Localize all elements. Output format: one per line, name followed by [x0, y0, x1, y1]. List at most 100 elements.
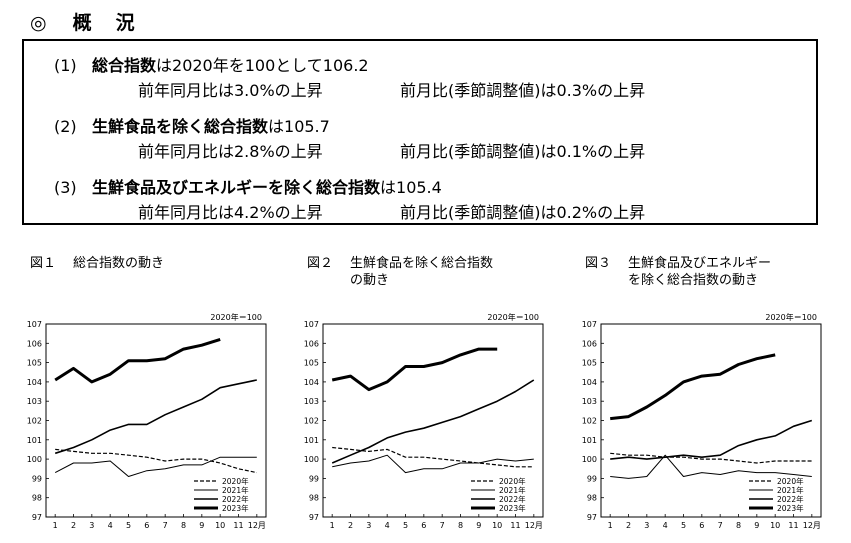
y-tick-label: 104: [27, 378, 42, 387]
x-tick-label: 4: [385, 521, 390, 530]
index-value-text: は2020年を100として106.2: [156, 56, 369, 75]
double-circle-icon: ◎: [30, 12, 47, 34]
x-tick-label: 2: [71, 521, 76, 530]
series-line-2022年: [331, 379, 535, 464]
mom-text: 前月比(季節調整値)は0.2%の上昇: [400, 203, 646, 222]
series-line-2020年: [55, 448, 257, 474]
y-tick-label: 105: [304, 359, 319, 368]
figure-3-title: 図３ 生鮮食品及びエネルギー を除く総合指数の動き: [585, 255, 771, 289]
figure-title-line-1: 生鮮食品及びエネルギー: [628, 256, 772, 271]
legend-label: 2022年: [499, 494, 526, 504]
x-tick-label: 4: [108, 521, 113, 530]
mom-text: 前月比(季節調整値)は0.1%の上昇: [400, 142, 646, 161]
series-line-2023年: [54, 337, 221, 384]
x-tick-label: 12月: [248, 521, 266, 530]
y-tick-label: 98: [32, 494, 42, 503]
y-tick-label: 103: [27, 397, 42, 406]
legend-label: 2023年: [499, 503, 526, 513]
series-line-2023年: [610, 353, 776, 421]
figure-1-title: 図１ 総合指数の動き: [30, 255, 164, 272]
x-tick-label: 1: [53, 521, 58, 530]
series-line-2022年: [54, 379, 257, 455]
y-tick-label: 106: [582, 339, 597, 348]
figure-title-line-2: を除く総合指数の動き: [628, 273, 759, 288]
series-line-2022年: [610, 419, 813, 460]
x-tick-label: 3: [366, 521, 371, 530]
y-tick-label: 107: [304, 320, 319, 329]
y-tick-label: 105: [582, 359, 597, 368]
x-tick-label: 12月: [525, 521, 543, 530]
y-tick-label: 98: [309, 494, 319, 503]
index-value-text: は105.7: [268, 117, 330, 136]
y-tick-label: 101: [304, 436, 319, 445]
series-line-2021年: [54, 456, 257, 477]
legend-label: 2023年: [777, 503, 804, 513]
figure-2-title: 図２ 生鮮食品を除く総合指数 の動き: [307, 255, 493, 289]
x-tick-label: 5: [126, 521, 131, 530]
y-tick-label: 100: [304, 455, 319, 464]
y-tick-label: 107: [582, 320, 597, 329]
legend-label: 2020年: [777, 476, 804, 486]
y-tick-label: 106: [27, 339, 42, 348]
item-number: (2): [54, 117, 77, 136]
y-tick-label: 98: [587, 494, 597, 503]
series-line-2020年: [610, 452, 812, 464]
legend-label: 2022年: [222, 494, 249, 504]
x-tick-label: 11: [788, 521, 798, 530]
series-line-2021年: [610, 454, 812, 479]
x-tick-label: 2: [626, 521, 631, 530]
x-tick-label: 7: [718, 521, 723, 530]
series-line-2021年: [332, 454, 534, 474]
index-name: 総合指数: [92, 56, 157, 75]
y-tick-label: 100: [582, 455, 597, 464]
figure-title-line-1: 生鮮食品を除く総合指数: [350, 256, 494, 271]
x-tick-label: 10: [492, 521, 502, 530]
x-tick-label: 5: [681, 521, 686, 530]
heading-char-2: 況: [115, 12, 135, 34]
page-heading: ◎ 概 況: [30, 8, 135, 35]
y-tick-label: 104: [582, 378, 597, 387]
base-note: 2020年＝100: [487, 312, 539, 322]
x-tick-label: 3: [89, 521, 94, 530]
base-note: 2020年＝100: [765, 312, 817, 322]
x-tick-label: 6: [421, 521, 426, 530]
x-tick-label: 11: [510, 521, 520, 530]
x-tick-label: 1: [608, 521, 613, 530]
base-note: 2020年＝100: [210, 312, 262, 322]
figure-label: 図１: [30, 256, 57, 271]
x-tick-label: 9: [754, 521, 759, 530]
heading-char-1: 概: [72, 12, 92, 34]
y-tick-label: 102: [27, 417, 42, 426]
yoy-text: 前年同月比は2.8%の上昇: [138, 142, 323, 161]
y-tick-label: 101: [27, 436, 42, 445]
figure-label: 図２: [307, 256, 334, 271]
chart-overall-index: 2020年＝1009798991001011021031041051061071…: [27, 312, 267, 530]
x-tick-label: 6: [699, 521, 704, 530]
item-number: (1): [54, 56, 77, 75]
x-tick-label: 10: [770, 521, 780, 530]
legend-label: 2020年: [222, 476, 249, 486]
index-value-text: は105.4: [380, 178, 442, 197]
y-tick-label: 106: [304, 339, 319, 348]
summary-box: (1) 総合指数は2020年を100として106.2 前年同月比は3.0%の上昇前…: [22, 39, 818, 225]
legend-label: 2021年: [499, 485, 526, 495]
x-tick-label: 5: [403, 521, 408, 530]
y-tick-label: 99: [32, 474, 42, 483]
x-tick-label: 10: [215, 521, 225, 530]
yoy-text: 前年同月比は4.2%の上昇: [138, 203, 323, 222]
x-tick-label: 11: [233, 521, 243, 530]
chart-core-core-index: 2020年＝1009798991001011021031041051061071…: [582, 312, 822, 530]
x-tick-label: 2: [348, 521, 353, 530]
y-tick-label: 100: [27, 455, 42, 464]
y-tick-label: 103: [582, 397, 597, 406]
x-tick-label: 9: [476, 521, 481, 530]
index-name: 生鮮食品を除く総合指数: [92, 117, 269, 136]
x-tick-label: 6: [144, 521, 149, 530]
x-tick-label: 9: [199, 521, 204, 530]
y-tick-label: 103: [304, 397, 319, 406]
chart-core-index: 2020年＝1009798991001011021031041051061071…: [304, 312, 544, 530]
x-tick-label: 1: [330, 521, 335, 530]
yoy-text: 前年同月比は3.0%の上昇: [138, 81, 323, 100]
x-tick-label: 8: [736, 521, 741, 530]
series-line-2023年: [331, 347, 498, 392]
